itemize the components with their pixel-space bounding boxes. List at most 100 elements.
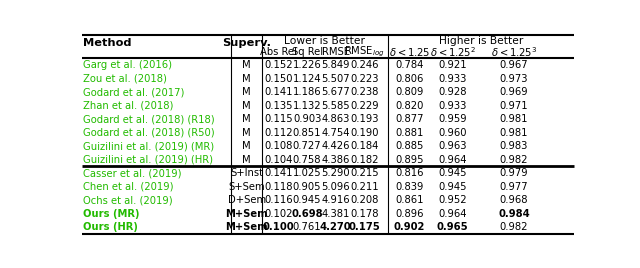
Text: 1.186: 1.186 (292, 87, 321, 97)
Text: 0.208: 0.208 (350, 195, 379, 205)
Text: 0.960: 0.960 (438, 128, 467, 137)
Text: 1.226: 1.226 (292, 60, 321, 70)
Text: 0.965: 0.965 (437, 222, 468, 232)
Text: RMSE$_{log}$: RMSE$_{log}$ (344, 45, 385, 59)
Text: 0.964: 0.964 (438, 209, 467, 219)
Text: 0.150: 0.150 (264, 74, 292, 84)
Text: 5.096: 5.096 (321, 182, 350, 192)
Text: 0.215: 0.215 (350, 168, 379, 178)
Text: 0.959: 0.959 (438, 114, 467, 124)
Text: 0.784: 0.784 (395, 60, 424, 70)
Text: Higher is Better: Higher is Better (439, 36, 524, 46)
Text: 0.933: 0.933 (438, 74, 467, 84)
Text: Sq Rel: Sq Rel (291, 47, 323, 57)
Text: 0.758: 0.758 (293, 155, 321, 165)
Text: RMSE: RMSE (322, 47, 349, 57)
Text: 0.851: 0.851 (293, 128, 321, 137)
Text: 0.182: 0.182 (350, 155, 379, 165)
Text: 0.246: 0.246 (350, 60, 379, 70)
Text: 4.754: 4.754 (321, 128, 350, 137)
Text: 0.108: 0.108 (264, 141, 292, 151)
Text: Ours (HR): Ours (HR) (83, 222, 138, 232)
Text: 0.104: 0.104 (264, 155, 292, 165)
Text: M: M (243, 74, 251, 84)
Text: 0.881: 0.881 (395, 128, 424, 137)
Text: M: M (243, 155, 251, 165)
Text: M: M (243, 100, 251, 111)
Text: 0.968: 0.968 (500, 195, 528, 205)
Text: 0.135: 0.135 (264, 100, 292, 111)
Text: Ochs et al. (2019): Ochs et al. (2019) (83, 195, 173, 205)
Text: 0.971: 0.971 (500, 100, 528, 111)
Text: 5.290: 5.290 (321, 168, 350, 178)
Text: 0.839: 0.839 (395, 182, 424, 192)
Text: 0.982: 0.982 (500, 222, 528, 232)
Text: Lower is Better: Lower is Better (284, 36, 365, 46)
Text: 0.141: 0.141 (264, 168, 292, 178)
Text: S+Sem: S+Sem (228, 182, 265, 192)
Text: 0.820: 0.820 (395, 100, 424, 111)
Text: 0.952: 0.952 (438, 195, 467, 205)
Text: Zou et al. (2018): Zou et al. (2018) (83, 74, 167, 84)
Text: 4.270: 4.270 (320, 222, 351, 232)
Text: 0.727: 0.727 (292, 141, 321, 151)
Text: M: M (243, 114, 251, 124)
Text: 0.981: 0.981 (500, 114, 528, 124)
Text: 0.945: 0.945 (438, 168, 467, 178)
Text: 0.963: 0.963 (438, 141, 467, 151)
Text: 0.806: 0.806 (395, 74, 424, 84)
Text: 0.761: 0.761 (292, 222, 321, 232)
Text: 0.229: 0.229 (350, 100, 379, 111)
Text: 0.211: 0.211 (350, 182, 379, 192)
Text: 1.132: 1.132 (292, 100, 321, 111)
Text: 0.238: 0.238 (350, 87, 379, 97)
Text: 0.977: 0.977 (500, 182, 528, 192)
Text: 5.507: 5.507 (321, 74, 350, 84)
Text: 0.982: 0.982 (500, 155, 528, 165)
Text: 0.969: 0.969 (500, 87, 528, 97)
Text: 0.964: 0.964 (438, 155, 467, 165)
Text: 0.809: 0.809 (395, 87, 424, 97)
Text: 0.933: 0.933 (438, 100, 467, 111)
Text: 0.928: 0.928 (438, 87, 467, 97)
Text: 0.973: 0.973 (500, 74, 528, 84)
Text: $\delta < 1.25^3$: $\delta < 1.25^3$ (491, 45, 537, 59)
Text: 0.178: 0.178 (350, 209, 379, 219)
Text: $\delta < 1.25^2$: $\delta < 1.25^2$ (430, 45, 476, 59)
Text: 0.102: 0.102 (264, 209, 292, 219)
Text: Ours (MR): Ours (MR) (83, 209, 140, 219)
Text: 4.381: 4.381 (321, 209, 350, 219)
Text: 0.905: 0.905 (293, 182, 321, 192)
Text: Zhan et al. (2018): Zhan et al. (2018) (83, 100, 173, 111)
Text: 0.175: 0.175 (349, 222, 380, 232)
Text: Godard et al. (2018) (R18): Godard et al. (2018) (R18) (83, 114, 215, 124)
Text: 0.984: 0.984 (498, 209, 530, 219)
Text: D+Sem: D+Sem (228, 195, 266, 205)
Text: Chen et al. (2019): Chen et al. (2019) (83, 182, 173, 192)
Text: 0.895: 0.895 (395, 155, 424, 165)
Text: 0.100: 0.100 (262, 222, 294, 232)
Text: 5.585: 5.585 (321, 100, 350, 111)
Text: 0.945: 0.945 (438, 182, 467, 192)
Text: Method: Method (83, 38, 132, 48)
Text: 4.916: 4.916 (321, 195, 350, 205)
Text: Casser et al. (2019): Casser et al. (2019) (83, 168, 182, 178)
Text: 0.877: 0.877 (395, 114, 424, 124)
Text: Guizilini et al. (2019) (HR): Guizilini et al. (2019) (HR) (83, 155, 213, 165)
Text: M: M (243, 128, 251, 137)
Text: 0.945: 0.945 (293, 195, 321, 205)
Text: 0.115: 0.115 (264, 114, 292, 124)
Text: Garg et al. (2016): Garg et al. (2016) (83, 60, 172, 70)
Text: 0.861: 0.861 (395, 195, 424, 205)
Text: 1.025: 1.025 (292, 168, 321, 178)
Text: 0.141: 0.141 (264, 87, 292, 97)
Text: Abs Rel: Abs Rel (260, 47, 297, 57)
Text: M+Sem: M+Sem (225, 222, 268, 232)
Text: 0.967: 0.967 (500, 60, 528, 70)
Text: 0.979: 0.979 (500, 168, 528, 178)
Text: 0.885: 0.885 (395, 141, 424, 151)
Text: 0.118: 0.118 (264, 182, 292, 192)
Text: 0.902: 0.902 (394, 222, 425, 232)
Text: 5.849: 5.849 (321, 60, 350, 70)
Text: 0.896: 0.896 (395, 209, 424, 219)
